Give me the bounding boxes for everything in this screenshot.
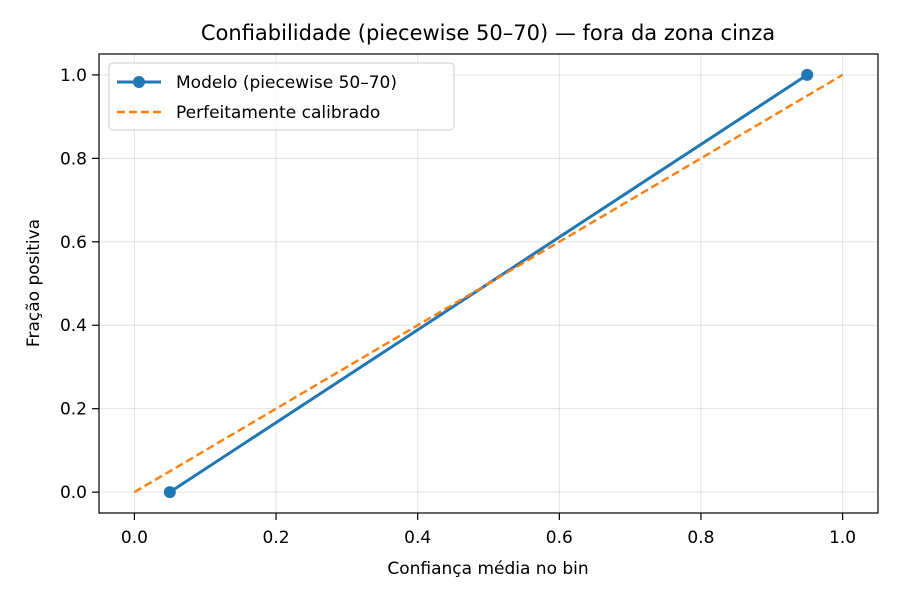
- x-tick-label: 0.6: [546, 528, 573, 548]
- legend-label-calibrated: Perfeitamente calibrado: [176, 103, 380, 123]
- y-axis-label: Fração positiva: [24, 219, 44, 347]
- x-tick-label: 0.0: [121, 528, 148, 548]
- y-tick-label: 0.0: [60, 483, 87, 503]
- y-tick-label: 1.0: [60, 66, 87, 86]
- y-tick-label: 0.2: [60, 400, 87, 420]
- series-marker-0: [801, 69, 813, 81]
- y-tick-label: 0.6: [60, 233, 87, 253]
- chart-title: Confiabilidade (piecewise 50–70) — fora …: [201, 21, 775, 45]
- x-tick-label: 0.2: [263, 528, 290, 548]
- x-tick-label: 0.8: [687, 528, 714, 548]
- legend: Modelo (piecewise 50–70) Perfeitamente c…: [109, 63, 454, 130]
- x-tick-label: 1.0: [829, 528, 856, 548]
- legend-label-model: Modelo (piecewise 50–70): [176, 73, 397, 93]
- series-marker-0: [164, 486, 176, 498]
- x-tick-label: 0.4: [404, 528, 431, 548]
- legend-swatch-model-marker: [133, 76, 145, 88]
- y-tick-label: 0.4: [60, 316, 87, 336]
- x-axis-label: Confiança média no bin: [387, 559, 588, 579]
- y-tick-label: 0.8: [60, 149, 87, 169]
